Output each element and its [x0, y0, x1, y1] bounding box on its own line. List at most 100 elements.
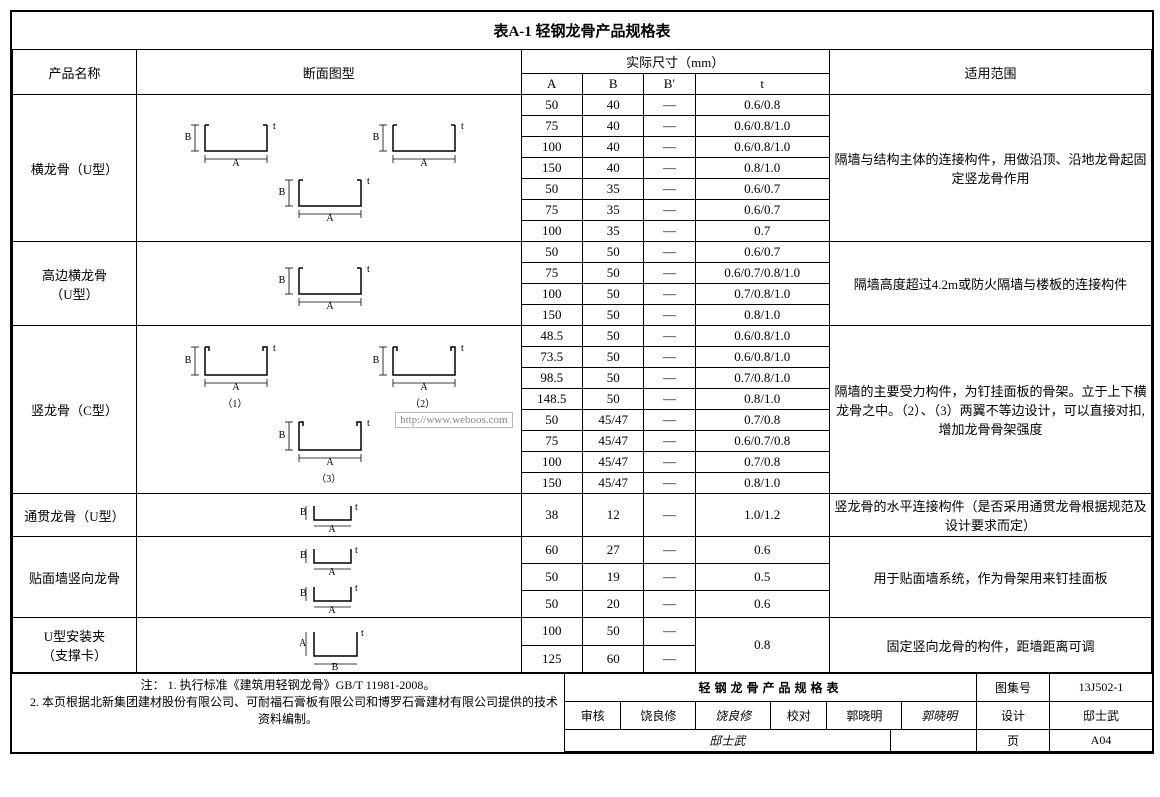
data-cell: 0.5	[695, 564, 829, 591]
data-cell: 125	[521, 645, 582, 673]
svg-text:A: A	[326, 213, 334, 223]
data-cell: 150	[521, 305, 582, 326]
data-cell: 0.6/0.7/0.8/1.0	[695, 263, 829, 284]
data-cell: 73.5	[521, 347, 582, 368]
data-cell: 100	[521, 137, 582, 158]
svg-text:A: A	[420, 158, 428, 168]
svg-text:B: B	[300, 588, 307, 599]
svg-text:A: A	[328, 524, 336, 534]
col-t: t	[695, 74, 829, 95]
svg-text:t: t	[355, 502, 358, 513]
data-cell: 0.8	[695, 618, 829, 673]
scope-cell: 隔墙与结构主体的连接构件，用做沿顶、沿地龙骨起固定竖龙骨作用	[829, 95, 1151, 242]
data-cell: —	[644, 452, 695, 473]
svg-text:t: t	[367, 176, 370, 187]
review-label: 审核	[565, 701, 621, 729]
data-cell: 0.8/1.0	[695, 389, 829, 410]
u-shape-icon: A B t	[269, 256, 389, 311]
col-Bprime: B′	[644, 74, 695, 95]
data-cell: —	[644, 284, 695, 305]
design-name: 邸士武	[1050, 701, 1153, 729]
data-cell: 0.6	[695, 537, 829, 564]
data-cell: 0.6/0.7/0.8	[695, 431, 829, 452]
table-body: 横龙骨（U型） A B t A B t	[13, 95, 1152, 673]
col-product-name: 产品名称	[13, 50, 137, 95]
data-cell: —	[644, 242, 695, 263]
svg-text:A: A	[299, 638, 307, 649]
c-shape-icon: A B t	[175, 335, 295, 395]
data-cell: 0.7/0.8/1.0	[695, 284, 829, 305]
spec-table: 产品名称 断面图型 实际尺寸（mm） 适用范围 A B B′ t 横龙骨（U型）	[12, 49, 1152, 673]
c-shape-icon: A B t	[269, 410, 389, 470]
check-sig: 郭晓明	[902, 701, 977, 729]
diagram-cell: A B t	[137, 242, 522, 326]
data-cell: —	[644, 221, 695, 242]
data-cell: 100	[521, 284, 582, 305]
data-cell: —	[644, 347, 695, 368]
svg-text:t: t	[355, 583, 358, 594]
svg-text:B: B	[300, 507, 307, 518]
product-name-cell: 高边横龙骨（U型）	[13, 242, 137, 326]
atlas-value: 13J502-1	[1050, 674, 1153, 702]
review-name: 饶良修	[621, 701, 696, 729]
data-cell: 45/47	[582, 431, 643, 452]
data-cell: 40	[582, 116, 643, 137]
note-1: 1. 执行标准《建筑用轻钢龙骨》GB/T 11981-2008。	[168, 678, 436, 692]
data-cell: 150	[521, 473, 582, 494]
data-cell: 0.6	[695, 591, 829, 618]
data-cell: 0.6/0.8/1.0	[695, 347, 829, 368]
footer-block-2: 邸士武 页 A04	[12, 729, 1152, 752]
data-cell: 35	[582, 200, 643, 221]
svg-text:B: B	[331, 662, 338, 670]
data-cell: 40	[582, 158, 643, 179]
table-row: 横龙骨（U型） A B t A B t	[13, 95, 1152, 116]
data-cell: 20	[582, 591, 643, 618]
svg-text:B: B	[278, 430, 285, 441]
data-cell: 45/47	[582, 473, 643, 494]
data-cell: —	[644, 116, 695, 137]
data-cell: —	[644, 618, 695, 646]
c-shape-icon: A B t	[363, 335, 483, 395]
data-cell: 1.0/1.2	[695, 494, 829, 537]
data-cell: 150	[521, 158, 582, 179]
atlas-label: 图集号	[977, 674, 1050, 702]
svg-text:t: t	[367, 264, 370, 275]
rot-u-icon: A B t	[279, 620, 379, 670]
svg-text:t: t	[273, 121, 276, 132]
svg-text:t: t	[461, 121, 464, 132]
svg-text:B: B	[300, 550, 307, 561]
svg-text:A: A	[326, 301, 334, 311]
data-cell: 50	[582, 242, 643, 263]
data-cell: 50	[582, 305, 643, 326]
diagram-cell: A B t A B t A B t	[137, 95, 522, 242]
data-cell: 38	[521, 494, 582, 537]
scope-cell: 固定竖向龙骨的构件，距墙距离可调	[829, 618, 1151, 673]
svg-text:B: B	[278, 275, 285, 286]
data-cell: —	[644, 95, 695, 116]
design-label: 设计	[977, 701, 1050, 729]
data-cell: 50	[582, 326, 643, 347]
table-row: 竖龙骨（C型） A B t （1） A B t （2）	[13, 326, 1152, 347]
data-cell: —	[644, 263, 695, 284]
svg-text:B: B	[372, 355, 379, 366]
data-cell: 75	[521, 116, 582, 137]
u-shape-icon: A B t	[175, 113, 295, 168]
svg-text:A: A	[420, 382, 428, 393]
data-cell: 75	[521, 431, 582, 452]
footer-block: 注： 1. 执行标准《建筑用轻钢龙骨》GB/T 11981-2008。 2. 本…	[12, 673, 1152, 730]
product-name-cell: 竖龙骨（C型）	[13, 326, 137, 494]
data-cell: 27	[582, 537, 643, 564]
data-cell: 98.5	[521, 368, 582, 389]
scope-cell: 隔墙高度超过4.2m或防火隔墙与楼板的连接构件	[829, 242, 1151, 326]
data-cell: 50	[521, 591, 582, 618]
svg-text:A: A	[232, 382, 240, 393]
data-cell: 60	[582, 645, 643, 673]
data-cell: 0.6/0.7	[695, 242, 829, 263]
data-cell: 50	[521, 410, 582, 431]
data-cell: —	[644, 431, 695, 452]
table-row: U型安装夹（支撑卡） A B t 10050—0.8固定竖向龙骨的构件，距墙距离…	[13, 618, 1152, 646]
data-cell: —	[644, 410, 695, 431]
page-frame: 表A-1 轻钢龙骨产品规格表 产品名称 断面图型 实际尺寸（mm） 适用范围 A…	[10, 10, 1154, 754]
data-cell: 19	[582, 564, 643, 591]
data-cell: 0.6/0.8	[695, 95, 829, 116]
